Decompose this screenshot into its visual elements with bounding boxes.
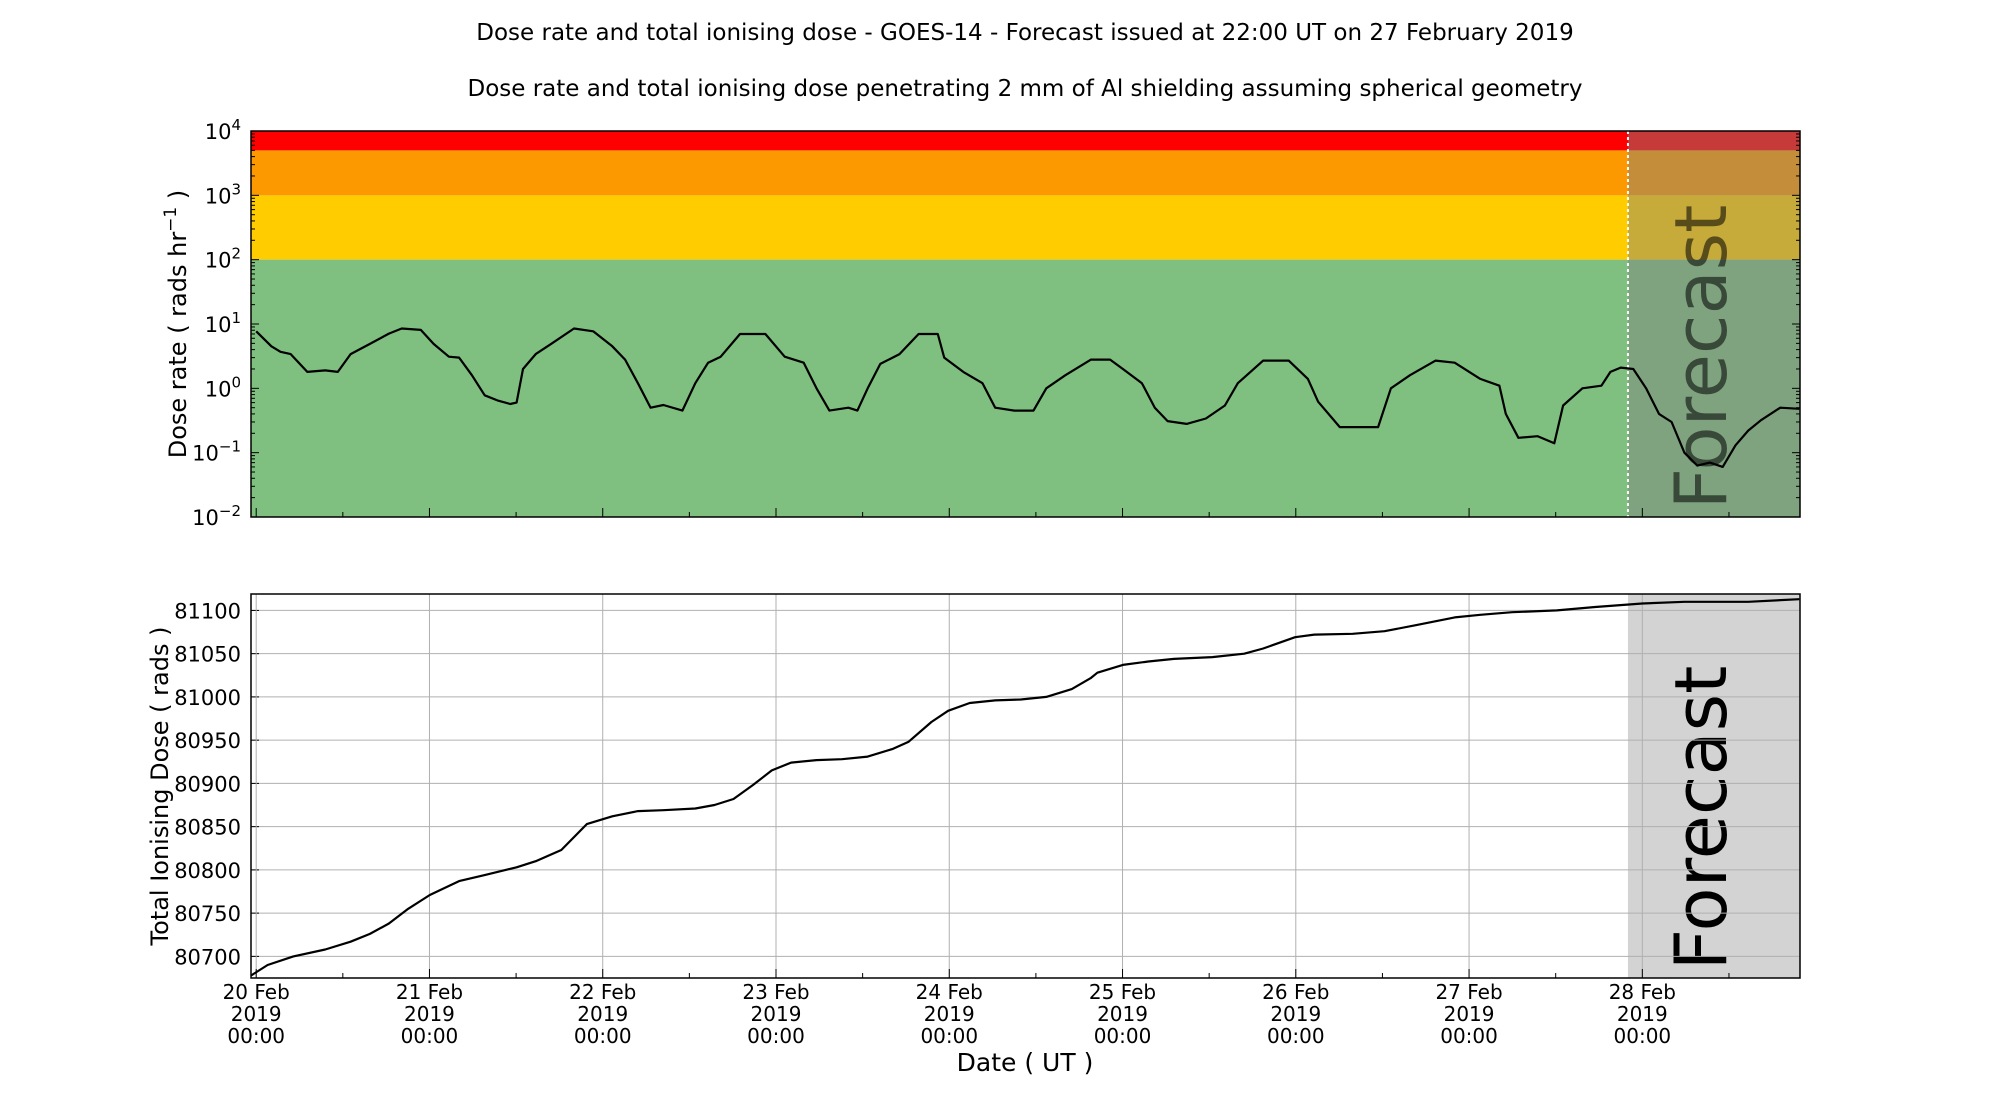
plot-frame bbox=[250, 593, 1801, 979]
y-tick-label: 80950 bbox=[174, 729, 241, 753]
x-tick-label-time: 00:00 bbox=[1094, 1024, 1152, 1048]
x-tick-label-date: 21 Feb bbox=[396, 980, 463, 1004]
y-tick-label: 81050 bbox=[174, 643, 241, 667]
x-tick-label-time: 00:00 bbox=[747, 1024, 805, 1048]
y-tick-label: 100 bbox=[205, 373, 241, 401]
y-tick-label: 80700 bbox=[174, 945, 241, 969]
x-tick-label-date: 24 Feb bbox=[916, 980, 983, 1004]
y-tick-label: 103 bbox=[205, 180, 241, 208]
x-tick-label-date: 26 Feb bbox=[1262, 980, 1329, 1004]
y-tick-label: 104 bbox=[205, 116, 241, 144]
x-tick-label-year: 2019 bbox=[404, 1002, 455, 1026]
x-tick-label-time: 00:00 bbox=[1267, 1024, 1325, 1048]
forecast-shade bbox=[1627, 594, 1800, 978]
total-dose-line bbox=[250, 598, 1800, 977]
figure-title: Dose rate and total ionising dose - GOES… bbox=[476, 20, 1573, 46]
x-tick-label-date: 25 Feb bbox=[1089, 980, 1156, 1004]
y-tick-label: 81100 bbox=[174, 599, 241, 623]
y-tick-label: 81000 bbox=[174, 686, 241, 710]
x-tick-label-date: 20 Feb bbox=[223, 980, 290, 1004]
y-tick-label: 80750 bbox=[174, 902, 241, 926]
y-tick-label: 10−1 bbox=[192, 438, 241, 466]
total-dose-plot: Forecast 80700 80750 80800 80850 80900 80950 81… bbox=[146, 593, 1801, 1077]
band-yellow bbox=[251, 195, 1800, 260]
dose-rate-line bbox=[255, 327, 1800, 468]
y-tick-label: 80850 bbox=[174, 816, 241, 840]
x-tick-label-time: 00:00 bbox=[401, 1024, 459, 1048]
y-tick-label: 80800 bbox=[174, 859, 241, 883]
y-tick-label: 10−2 bbox=[192, 502, 241, 530]
x-tick-label-year: 2019 bbox=[1444, 1002, 1495, 1026]
x-tick-label-year: 2019 bbox=[924, 1002, 975, 1026]
x-tick-label-time: 00:00 bbox=[227, 1024, 285, 1048]
forecast-shade bbox=[1627, 131, 1800, 517]
x-tick-label-year: 2019 bbox=[577, 1002, 628, 1026]
x-tick-label-date: 27 Feb bbox=[1435, 980, 1502, 1004]
x-tick-label-date: 22 Feb bbox=[569, 980, 636, 1004]
forecast-label: Forecast bbox=[1659, 666, 1743, 971]
x-tick-label-year: 2019 bbox=[1097, 1002, 1148, 1026]
x-tick-label-date: 23 Feb bbox=[742, 980, 809, 1004]
x-axis-label: Date ( UT ) bbox=[957, 1048, 1094, 1077]
dose-rate-plot: Forecast 10−2 10−1 100 101 102 103 104 Dose rate… bbox=[161, 116, 1801, 530]
band-orange bbox=[251, 150, 1800, 196]
x-tick-label-year: 2019 bbox=[1270, 1002, 1321, 1026]
forecast-label: Forecast bbox=[1659, 205, 1743, 510]
x-tick-label-year: 2019 bbox=[231, 1002, 282, 1026]
figure-subtitle: Dose rate and total ionising dose penetr… bbox=[467, 76, 1582, 102]
x-tick-label-time: 00:00 bbox=[920, 1024, 978, 1048]
x-tick-label-time: 00:00 bbox=[1614, 1024, 1672, 1048]
y-axis-label: Dose rate ( rads hr−1 ) bbox=[161, 190, 192, 459]
x-tick-label-year: 2019 bbox=[1617, 1002, 1668, 1026]
y-tick-label: 80900 bbox=[174, 772, 241, 796]
band-red bbox=[251, 131, 1800, 151]
x-tick-label-year: 2019 bbox=[751, 1002, 802, 1026]
y-tick-label: 101 bbox=[205, 309, 241, 337]
x-tick-label-time: 00:00 bbox=[574, 1024, 632, 1048]
y-tick-label: 102 bbox=[205, 245, 241, 273]
y-axis-label: Total Ionising Dose ( rads ) bbox=[146, 627, 174, 947]
x-tick-label-time: 00:00 bbox=[1440, 1024, 1498, 1048]
band-green bbox=[251, 259, 1800, 517]
x-tick-label-date: 28 Feb bbox=[1609, 980, 1676, 1004]
